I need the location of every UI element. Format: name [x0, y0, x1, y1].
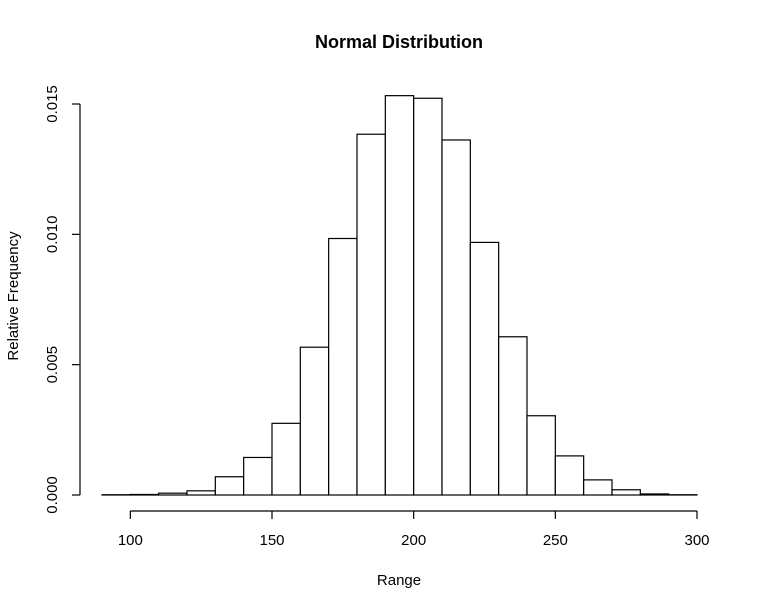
histogram-bar [299, 346, 330, 496]
histogram-bar [271, 422, 301, 496]
y-tick-label: 0.015 [44, 85, 61, 123]
histogram-bar [526, 415, 556, 496]
histogram-bar [214, 476, 245, 496]
histogram-bar [413, 97, 443, 496]
histogram-bar [328, 237, 358, 496]
histogram-bar [469, 241, 500, 496]
y-tick-label: 0.000 [44, 476, 61, 514]
histogram-bar [158, 492, 188, 496]
x-tick-label: 200 [401, 532, 426, 549]
histogram-bar [243, 456, 273, 496]
histogram-bar [583, 479, 613, 496]
histogram-bar [356, 133, 386, 496]
histogram-bar [384, 95, 415, 496]
histogram-bar [186, 490, 216, 496]
x-axis: 100 150 200 250 300 [118, 510, 710, 549]
x-tick-label: 150 [259, 532, 284, 549]
histogram-bar [554, 455, 585, 496]
histogram-bar [498, 336, 528, 496]
histogram-bar [441, 139, 471, 496]
chart-title: Normal Distribution [315, 32, 483, 52]
y-tick-label: 0.010 [44, 216, 61, 254]
histogram-bar [611, 489, 641, 496]
histogram-bar [129, 493, 160, 496]
histogram-bar [639, 493, 670, 496]
y-axis-label: Relative Frequency [5, 231, 22, 361]
x-tick-label: 250 [543, 532, 568, 549]
x-tick-label: 300 [684, 532, 709, 549]
y-axis: 0.000 0.005 0.010 0.015 [44, 85, 81, 514]
x-tick-label: 100 [118, 532, 143, 549]
x-axis-label: Range [377, 572, 421, 589]
y-tick-label: 0.005 [44, 346, 61, 384]
bars-group [101, 95, 698, 496]
